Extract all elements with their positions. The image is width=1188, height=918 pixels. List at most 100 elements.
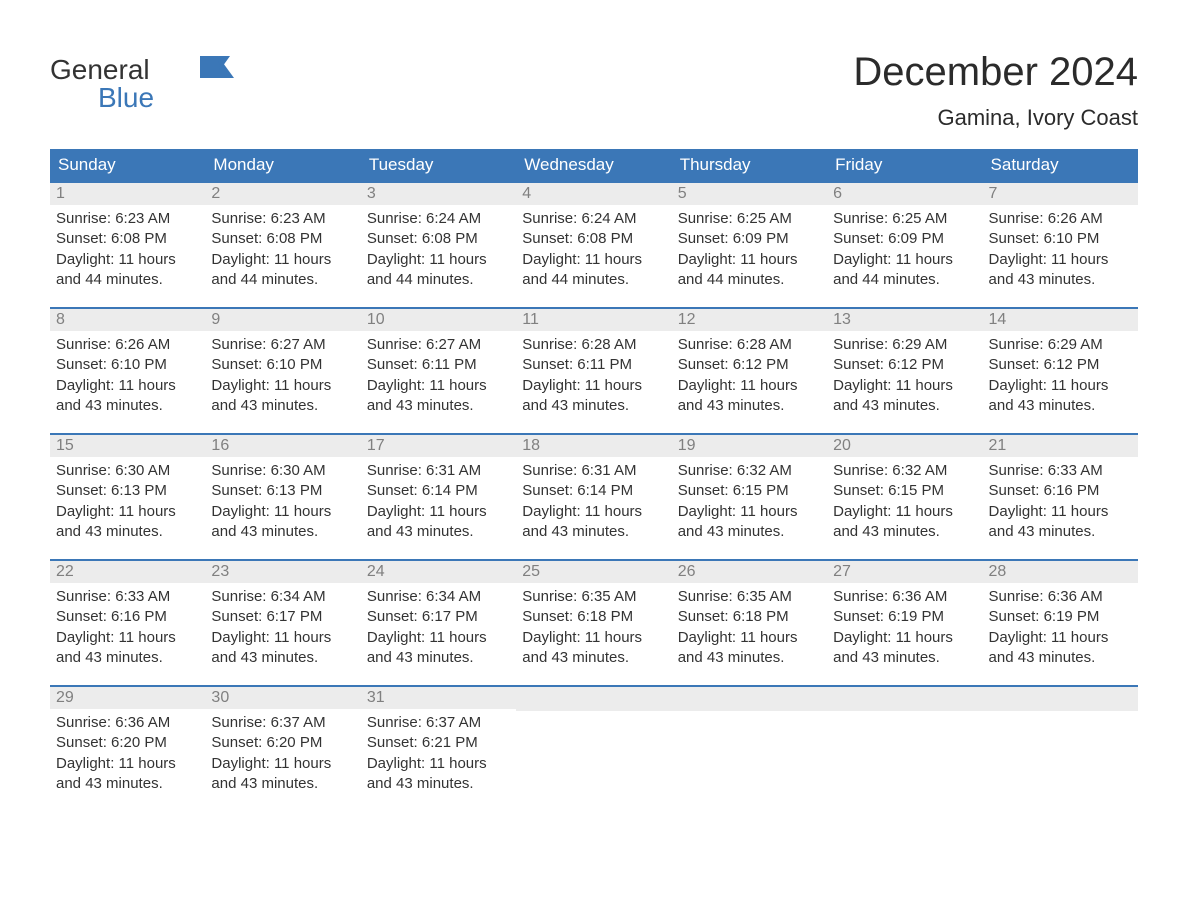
calendar-day-cell: 29Sunrise: 6:36 AMSunset: 6:20 PMDayligh… [50,687,205,811]
brand-line2: Blue [98,84,154,112]
day-info: Sunrise: 6:27 AMSunset: 6:11 PMDaylight:… [361,331,516,420]
day-number: 10 [361,309,516,331]
sunset-line: Sunset: 6:08 PM [211,229,354,249]
weekday-header: Friday [827,149,982,181]
daylight-line: Daylight: 11 hours and 43 minutes. [989,502,1132,543]
day-number: 23 [205,561,360,583]
daylight-line: Daylight: 11 hours and 43 minutes. [211,376,354,417]
calendar-day-cell: 19Sunrise: 6:32 AMSunset: 6:15 PMDayligh… [672,435,827,559]
calendar-day-cell: 10Sunrise: 6:27 AMSunset: 6:11 PMDayligh… [361,309,516,433]
day-number: 5 [672,183,827,205]
daylight-line: Daylight: 11 hours and 43 minutes. [367,376,510,417]
calendar-day-cell: 18Sunrise: 6:31 AMSunset: 6:14 PMDayligh… [516,435,671,559]
daylight-line: Daylight: 11 hours and 43 minutes. [833,376,976,417]
sunset-line: Sunset: 6:15 PM [833,481,976,501]
calendar-day-cell: 9Sunrise: 6:27 AMSunset: 6:10 PMDaylight… [205,309,360,433]
sunrise-line: Sunrise: 6:33 AM [989,461,1132,481]
sunrise-line: Sunrise: 6:28 AM [522,335,665,355]
daylight-line: Daylight: 11 hours and 43 minutes. [522,628,665,669]
day-info: Sunrise: 6:36 AMSunset: 6:20 PMDaylight:… [50,709,205,798]
sunrise-line: Sunrise: 6:35 AM [522,587,665,607]
sunrise-line: Sunrise: 6:29 AM [989,335,1132,355]
sunset-line: Sunset: 6:08 PM [56,229,199,249]
sunset-line: Sunset: 6:19 PM [989,607,1132,627]
calendar-day-cell: 5Sunrise: 6:25 AMSunset: 6:09 PMDaylight… [672,183,827,307]
sunrise-line: Sunrise: 6:30 AM [211,461,354,481]
weekday-header: Tuesday [361,149,516,181]
day-number: 13 [827,309,982,331]
day-info: Sunrise: 6:23 AMSunset: 6:08 PMDaylight:… [205,205,360,294]
calendar-day-cell: 25Sunrise: 6:35 AMSunset: 6:18 PMDayligh… [516,561,671,685]
daylight-line: Daylight: 11 hours and 43 minutes. [56,754,199,795]
brand-logo: General Blue [50,50,154,112]
sunrise-line: Sunrise: 6:26 AM [989,209,1132,229]
sunrise-line: Sunrise: 6:27 AM [367,335,510,355]
day-info: Sunrise: 6:30 AMSunset: 6:13 PMDaylight:… [205,457,360,546]
sunset-line: Sunset: 6:18 PM [678,607,821,627]
daylight-line: Daylight: 11 hours and 44 minutes. [367,250,510,291]
day-number-empty [827,687,982,711]
day-info: Sunrise: 6:31 AMSunset: 6:14 PMDaylight:… [516,457,671,546]
sunset-line: Sunset: 6:10 PM [989,229,1132,249]
sunset-line: Sunset: 6:15 PM [678,481,821,501]
calendar-day-cell: 8Sunrise: 6:26 AMSunset: 6:10 PMDaylight… [50,309,205,433]
sunrise-line: Sunrise: 6:36 AM [56,713,199,733]
daylight-line: Daylight: 11 hours and 43 minutes. [367,502,510,543]
sunrise-line: Sunrise: 6:37 AM [211,713,354,733]
daylight-line: Daylight: 11 hours and 43 minutes. [989,628,1132,669]
day-number: 30 [205,687,360,709]
title-block: December 2024 Gamina, Ivory Coast [853,50,1138,131]
day-number-empty [516,687,671,711]
sunrise-line: Sunrise: 6:36 AM [989,587,1132,607]
sunset-line: Sunset: 6:16 PM [56,607,199,627]
sunset-line: Sunset: 6:11 PM [367,355,510,375]
weekday-header: Saturday [983,149,1138,181]
day-number-empty [672,687,827,711]
day-info: Sunrise: 6:34 AMSunset: 6:17 PMDaylight:… [205,583,360,672]
location-subtitle: Gamina, Ivory Coast [853,105,1138,131]
daylight-line: Daylight: 11 hours and 43 minutes. [833,502,976,543]
day-info: Sunrise: 6:33 AMSunset: 6:16 PMDaylight:… [50,583,205,672]
day-number: 18 [516,435,671,457]
daylight-line: Daylight: 11 hours and 43 minutes. [989,376,1132,417]
calendar-day-cell: 31Sunrise: 6:37 AMSunset: 6:21 PMDayligh… [361,687,516,811]
sunrise-line: Sunrise: 6:24 AM [367,209,510,229]
sunset-line: Sunset: 6:17 PM [367,607,510,627]
calendar-day-cell: 11Sunrise: 6:28 AMSunset: 6:11 PMDayligh… [516,309,671,433]
day-number: 25 [516,561,671,583]
day-number: 29 [50,687,205,709]
calendar-day-cell: 4Sunrise: 6:24 AMSunset: 6:08 PMDaylight… [516,183,671,307]
sunset-line: Sunset: 6:12 PM [833,355,976,375]
calendar-day-cell [983,687,1138,811]
day-info: Sunrise: 6:25 AMSunset: 6:09 PMDaylight:… [672,205,827,294]
weekday-header: Thursday [672,149,827,181]
day-number: 28 [983,561,1138,583]
calendar-day-cell: 20Sunrise: 6:32 AMSunset: 6:15 PMDayligh… [827,435,982,559]
day-info: Sunrise: 6:26 AMSunset: 6:10 PMDaylight:… [983,205,1138,294]
sunset-line: Sunset: 6:14 PM [522,481,665,501]
day-info: Sunrise: 6:24 AMSunset: 6:08 PMDaylight:… [361,205,516,294]
daylight-line: Daylight: 11 hours and 43 minutes. [367,754,510,795]
sunset-line: Sunset: 6:13 PM [211,481,354,501]
day-number: 4 [516,183,671,205]
calendar-week: 22Sunrise: 6:33 AMSunset: 6:16 PMDayligh… [50,559,1138,685]
sunset-line: Sunset: 6:11 PM [522,355,665,375]
day-info: Sunrise: 6:29 AMSunset: 6:12 PMDaylight:… [983,331,1138,420]
sunrise-line: Sunrise: 6:32 AM [833,461,976,481]
day-number: 19 [672,435,827,457]
daylight-line: Daylight: 11 hours and 43 minutes. [211,628,354,669]
sunset-line: Sunset: 6:10 PM [56,355,199,375]
page-header: General Blue December 2024 Gamina, Ivory… [50,50,1138,131]
calendar-day-cell: 26Sunrise: 6:35 AMSunset: 6:18 PMDayligh… [672,561,827,685]
calendar-day-cell: 14Sunrise: 6:29 AMSunset: 6:12 PMDayligh… [983,309,1138,433]
day-info: Sunrise: 6:35 AMSunset: 6:18 PMDaylight:… [672,583,827,672]
daylight-line: Daylight: 11 hours and 44 minutes. [833,250,976,291]
sunrise-line: Sunrise: 6:24 AM [522,209,665,229]
sunset-line: Sunset: 6:21 PM [367,733,510,753]
calendar-day-cell: 16Sunrise: 6:30 AMSunset: 6:13 PMDayligh… [205,435,360,559]
calendar-day-cell: 15Sunrise: 6:30 AMSunset: 6:13 PMDayligh… [50,435,205,559]
day-number-empty [983,687,1138,711]
day-info: Sunrise: 6:36 AMSunset: 6:19 PMDaylight:… [983,583,1138,672]
sunrise-line: Sunrise: 6:33 AM [56,587,199,607]
sunrise-line: Sunrise: 6:23 AM [211,209,354,229]
